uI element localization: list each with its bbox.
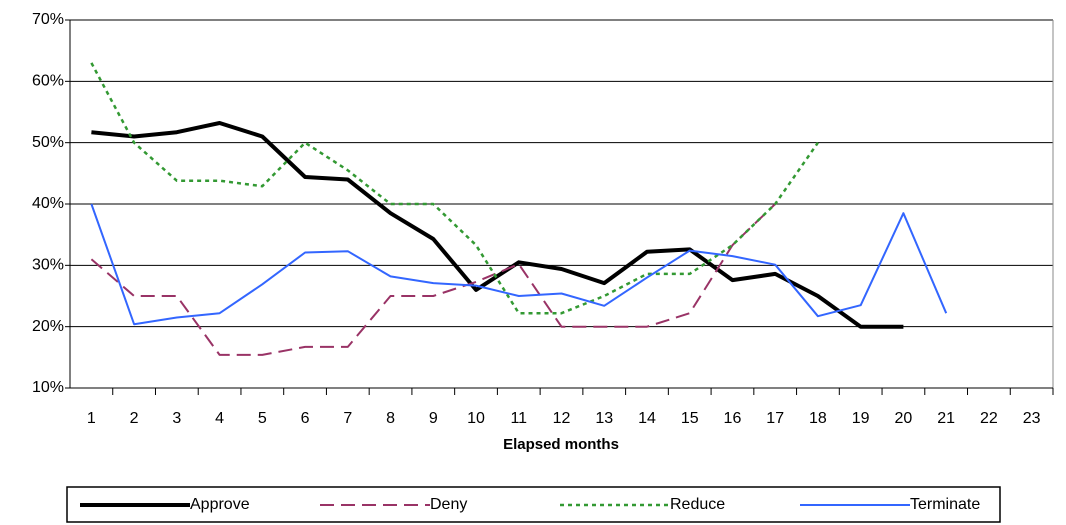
x-tick-label: 6 — [301, 410, 310, 427]
x-tick-label: 23 — [1023, 410, 1041, 427]
x-tick-label: 17 — [766, 410, 784, 427]
y-tick-label: 60% — [32, 73, 64, 90]
x-tick-label: 2 — [130, 410, 139, 427]
series-line — [91, 121, 904, 329]
x-tick-label: 12 — [553, 410, 571, 427]
x-tick-label: 7 — [343, 410, 352, 427]
x-tick-label: 16 — [724, 410, 742, 427]
series-line — [90, 203, 776, 356]
x-tick-label: 1 — [87, 410, 96, 427]
x-tick-label: 9 — [429, 410, 438, 427]
y-tick-label: 70% — [32, 11, 64, 28]
x-tick-label: 21 — [937, 410, 955, 427]
y-tick-label: 30% — [32, 257, 64, 274]
y-tick-label: 50% — [32, 134, 64, 151]
x-tick-label: 22 — [980, 410, 998, 427]
legend-label: Terminate — [910, 496, 980, 513]
x-tick-label: 5 — [258, 410, 267, 427]
legend-label: Reduce — [670, 496, 725, 513]
series-line — [90, 62, 819, 315]
x-tick-label: 3 — [172, 410, 181, 427]
x-tick-label: 19 — [852, 410, 870, 427]
x-tick-label: 14 — [638, 410, 656, 427]
x-tick-label: 8 — [386, 410, 395, 427]
x-tick-label: 11 — [510, 410, 527, 427]
x-tick-label: 20 — [895, 410, 913, 427]
x-axis-title: Elapsed months — [503, 436, 619, 453]
y-tick-label: 40% — [32, 195, 64, 212]
x-tick-label: 4 — [215, 410, 224, 427]
x-tick-label: 10 — [467, 410, 485, 427]
legend-label: Deny — [430, 496, 467, 513]
series-line — [90, 203, 948, 326]
x-tick-label: 18 — [809, 410, 827, 427]
y-tick-label: 10% — [32, 379, 64, 396]
y-tick-label: 20% — [32, 318, 64, 335]
legend-label: Approve — [190, 496, 250, 513]
x-tick-label: 13 — [595, 410, 613, 427]
x-tick-label: 15 — [681, 410, 699, 427]
